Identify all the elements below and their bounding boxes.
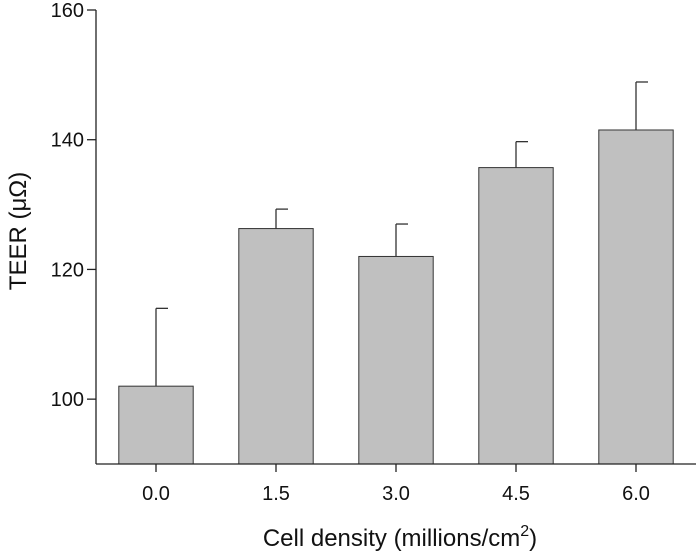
error-bars — [155, 81, 648, 387]
y-tick-label-2: 140 — [51, 130, 84, 152]
bar-2 — [358, 255, 434, 465]
x-axis-title-main: Cell density (millions/cm — [263, 525, 520, 552]
x-tick-label-0: 0.0 — [142, 483, 170, 505]
y-tick-label-3: 160 — [51, 0, 84, 22]
y-axis-title: TEER (μΩ) — [5, 172, 32, 290]
bar-3 — [478, 167, 554, 465]
bar-0 — [118, 385, 194, 465]
x-tick-label-4: 6.0 — [622, 483, 650, 505]
x-tick-label-2: 3.0 — [382, 483, 410, 505]
bars — [118, 129, 674, 465]
y-ticks: 100 120 140 160 — [51, 0, 96, 411]
x-ticks: 0.0 1.5 3.0 4.5 6.0 — [142, 464, 650, 505]
x-axis-title-end: ) — [529, 525, 537, 552]
y-tick-label-1: 120 — [51, 259, 84, 281]
bar-4 — [598, 129, 674, 465]
x-axis-title: Cell density (millions/cm2) — [263, 523, 537, 552]
x-tick-label-3: 4.5 — [502, 483, 530, 505]
bar-1 — [238, 228, 314, 465]
x-tick-label-1: 1.5 — [262, 483, 290, 505]
x-axis-title-superscript: 2 — [520, 523, 529, 540]
y-tick-label-0: 100 — [51, 389, 84, 411]
